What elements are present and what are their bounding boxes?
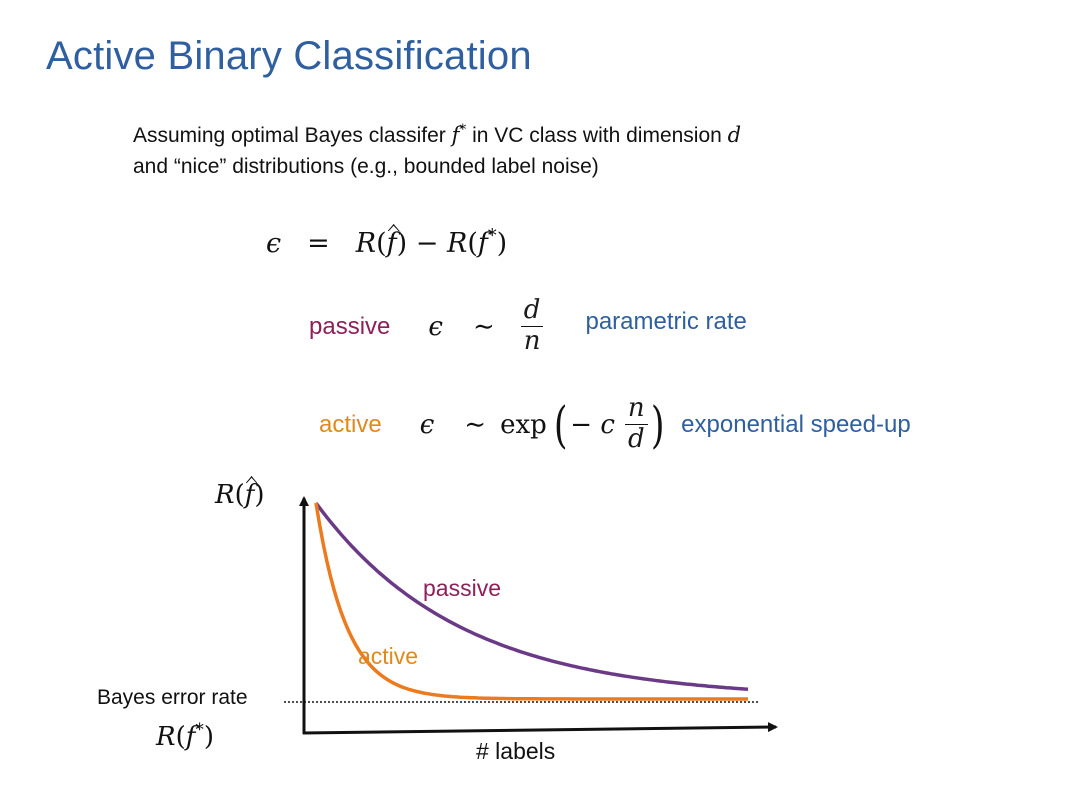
eq-star: * bbox=[487, 226, 497, 247]
passive-epsilon: ϵ bbox=[428, 311, 443, 342]
y-axis-label: R(f) bbox=[215, 480, 265, 510]
intro-text-a: Assuming optimal Bayes classifer bbox=[133, 124, 452, 147]
bayes-fstar: f bbox=[185, 722, 196, 752]
passive-fraction: d n bbox=[520, 295, 544, 357]
eq-f-hat: f bbox=[386, 228, 397, 259]
active-epsilon: ϵ bbox=[419, 409, 435, 440]
close-paren: ) bbox=[650, 395, 665, 454]
slide-title: Active Binary Classification bbox=[46, 34, 532, 78]
intro-text-b: in VC class with dimension bbox=[466, 124, 728, 147]
intro-f-symbol: f bbox=[451, 123, 460, 147]
x-axis-label: # labels bbox=[476, 738, 556, 764]
active-rate-row: active ϵ ∼ exp ( − c n d ) exponential s… bbox=[319, 393, 911, 455]
x-axis bbox=[302, 722, 778, 735]
intro-line-1: Assuming optimal Bayes classifer f* in V… bbox=[133, 120, 741, 151]
intro-star: * bbox=[459, 121, 467, 138]
eq-lhs: R(f) bbox=[355, 228, 408, 259]
active-sim: ∼ bbox=[464, 409, 487, 440]
eq-minus: − bbox=[407, 228, 447, 259]
active-minus-c: − c bbox=[570, 409, 615, 440]
eq-rhs: R(f*) bbox=[446, 226, 508, 259]
passive-sim: ∼ bbox=[472, 311, 495, 342]
parametric-rate-label: parametric rate bbox=[585, 307, 747, 335]
active-curve-label: active bbox=[358, 643, 419, 669]
active-fraction: n d bbox=[624, 393, 648, 455]
intro-text: Assuming optimal Bayes classifer f* in V… bbox=[133, 120, 741, 182]
passive-rate-row: passive ϵ ∼ d n parametric rate bbox=[309, 295, 747, 357]
bayes-risk-math: R(f*) bbox=[156, 718, 214, 752]
y-axis-f-hat: f bbox=[244, 480, 255, 510]
series-passive-curve bbox=[314, 501, 749, 691]
passive-num: d bbox=[523, 295, 541, 325]
active-exp: exp bbox=[500, 409, 547, 440]
exponential-speedup-label: exponential speed-up bbox=[681, 410, 911, 438]
active-label: active bbox=[319, 410, 382, 438]
active-den: d bbox=[627, 424, 645, 455]
open-paren: ( bbox=[553, 395, 568, 454]
intro-d-symbol: d bbox=[727, 123, 742, 147]
passive-label: passive bbox=[309, 312, 391, 340]
eq-equals: = bbox=[307, 228, 330, 259]
eq-fstar: f bbox=[477, 228, 488, 259]
eq-epsilon: ϵ bbox=[266, 228, 282, 259]
passive-curve-label: passive bbox=[423, 575, 501, 601]
bayes-star: * bbox=[195, 718, 204, 739]
intro-line-2: and “nice” distributions (e.g., bounded … bbox=[133, 155, 599, 178]
passive-den: n bbox=[523, 326, 541, 357]
active-num: n bbox=[627, 393, 645, 423]
bayes-error-label: Bayes error rate bbox=[97, 686, 248, 709]
series-active-curve bbox=[314, 502, 748, 701]
excess-risk-equation: ϵ = R(f) − R(f*) bbox=[266, 228, 507, 259]
